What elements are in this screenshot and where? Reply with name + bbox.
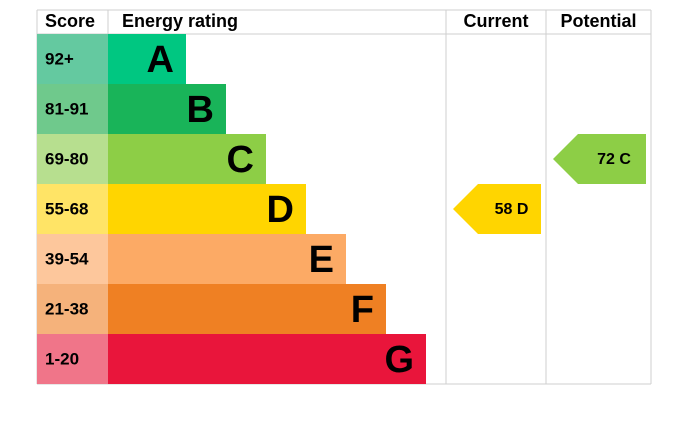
score-cell — [37, 34, 108, 84]
score-header: Score — [45, 11, 95, 31]
rating-bar — [108, 334, 426, 384]
score-label: 92+ — [45, 49, 74, 68]
score-cell — [37, 284, 108, 334]
rating-header: Energy rating — [122, 11, 238, 31]
column-header: Current — [463, 11, 528, 31]
rating-letter: G — [384, 339, 414, 381]
score-label: 81-91 — [45, 99, 88, 118]
rating-arrow — [453, 184, 541, 234]
rating-bar — [108, 84, 226, 134]
rating-bar — [108, 134, 266, 184]
score-label: 39-54 — [45, 249, 89, 268]
rating-bar — [108, 234, 346, 284]
rating-bar — [108, 284, 386, 334]
score-label: 21-38 — [45, 299, 88, 318]
score-label: 69-80 — [45, 149, 88, 168]
rating-letter: B — [187, 89, 214, 131]
score-cell — [37, 184, 108, 234]
rating-letter: D — [267, 189, 294, 231]
rating-letter: C — [227, 139, 254, 181]
rating-arrow — [553, 134, 646, 184]
score-label: 55-68 — [45, 199, 88, 218]
rating-bar — [108, 184, 306, 234]
score-cell — [37, 334, 108, 384]
rating-letter: E — [309, 239, 334, 281]
rating-bar — [108, 34, 186, 84]
rating-letter: F — [351, 289, 374, 331]
arrow-label: 58 D — [495, 201, 529, 218]
score-label: 1-20 — [45, 349, 79, 368]
score-cell — [37, 134, 108, 184]
arrow-label: 72 C — [597, 151, 631, 168]
rating-letter: A — [147, 39, 174, 81]
column-header: Potential — [560, 11, 636, 31]
score-cell — [37, 234, 108, 284]
score-cell — [37, 84, 108, 134]
